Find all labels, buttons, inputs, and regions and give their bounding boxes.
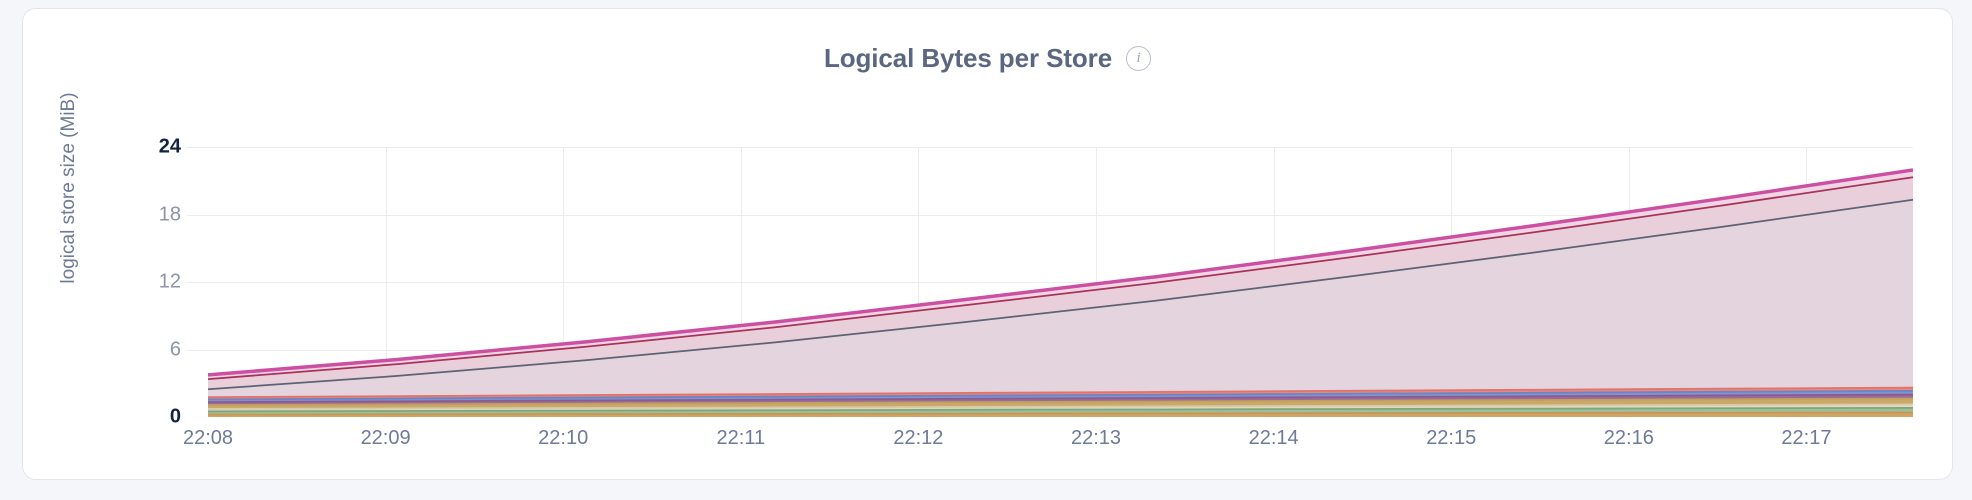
x-tick-label: 22:17: [1781, 427, 1832, 449]
gridline: [187, 282, 1913, 283]
vertical-gridline: [740, 147, 742, 417]
x-tick-label: 22:09: [360, 427, 411, 449]
gridline: [187, 147, 1913, 148]
chart-card: Logical Bytes per Store i logical store …: [22, 8, 1953, 480]
y-axis-ticks: 0 6 12 18 24: [117, 9, 181, 479]
card-header: Logical Bytes per Store i: [23, 43, 1952, 74]
area-band: [208, 198, 1913, 397]
y-tick-label: 24: [158, 135, 181, 158]
vertical-gridline: [385, 147, 387, 417]
series-line: [208, 170, 1913, 375]
y-tick-label: 0: [169, 405, 181, 428]
y-tick-label: 18: [158, 203, 181, 225]
y-tick-label: 12: [158, 270, 181, 293]
vertical-gridline: [1096, 147, 1098, 417]
x-tick-label: 22:11: [716, 427, 766, 449]
info-icon[interactable]: i: [1126, 46, 1152, 71]
stacked-area-plot[interactable]: [208, 147, 1913, 419]
x-tick-label: 22:16: [1603, 427, 1654, 449]
x-tick-label: 22:13: [1070, 427, 1122, 449]
x-tick-label: 22:15: [1426, 427, 1477, 449]
page-title: Logical Bytes per Store: [823, 43, 1113, 73]
gridline: [187, 214, 1913, 216]
vertical-gridline: [563, 147, 565, 417]
chart-area: logical store size (MiB) 0 6 12 18 24 22:08 2…: [23, 9, 1952, 479]
x-tick-label: 22:10: [538, 427, 589, 449]
x-tick-label: 22:08: [182, 427, 234, 449]
x-tick-label: 22:14: [1248, 427, 1299, 449]
y-axis-title: logical store size (MiB): [58, 92, 79, 284]
vertical-gridline: [918, 147, 920, 417]
y-tick-label: 6: [169, 338, 181, 360]
x-tick-label: 22:12: [893, 427, 944, 449]
area-band: [208, 176, 1913, 389]
